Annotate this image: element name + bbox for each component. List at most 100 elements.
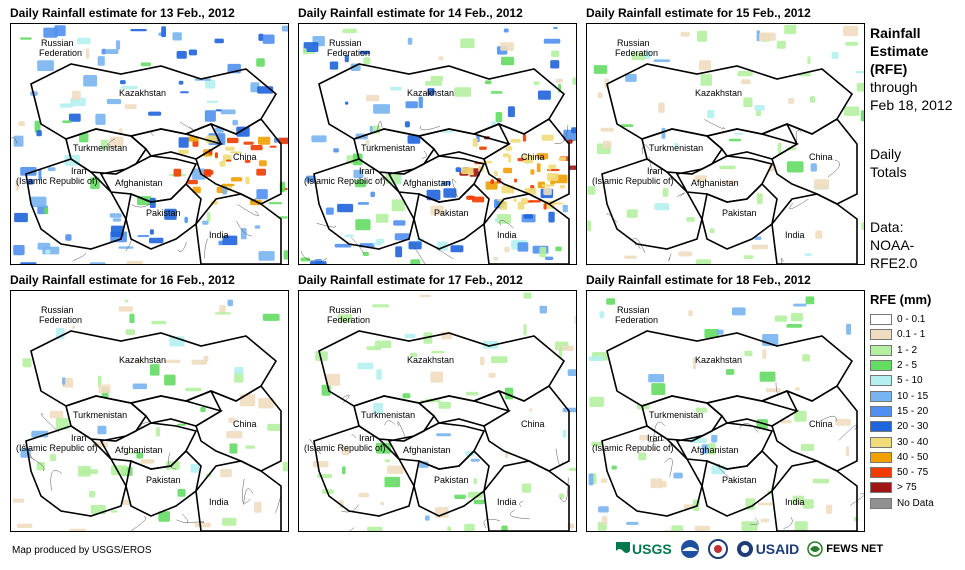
country-border — [417, 122, 511, 160]
rainfall-cell — [620, 124, 634, 127]
rainfall-cell — [203, 356, 209, 362]
rainfall-cell — [529, 200, 541, 203]
province-border — [436, 248, 454, 260]
rainfall-cell — [793, 303, 807, 307]
panel-title: Daily Rainfall estimate for 15 Feb., 201… — [586, 6, 811, 20]
rainfall-cell — [571, 127, 576, 134]
rainfall-cell — [221, 183, 235, 187]
legend-item: 0 - 0.1 — [870, 312, 934, 327]
rainfall-cell — [488, 372, 496, 378]
rainfall-cell — [85, 48, 90, 59]
country-label-india: India — [785, 497, 805, 507]
legend-item: 40 - 50 — [870, 450, 934, 465]
legend-label: 0 - 0.1 — [897, 314, 926, 326]
rainfall-cell — [523, 154, 534, 164]
country-label-pakistan: Pakistan — [434, 208, 469, 218]
rainfall-cell — [110, 510, 118, 513]
rainfall-cell — [663, 530, 675, 531]
country-border — [318, 63, 566, 140]
rainfall-cell — [744, 350, 753, 357]
rainfall-cell — [20, 167, 37, 176]
rainfall-cell — [125, 451, 137, 454]
legend-swatch — [870, 436, 892, 448]
rainfall-cell — [191, 359, 208, 365]
rainfall-cell — [278, 137, 288, 145]
rainfall-cell — [468, 195, 473, 199]
rainfall-cell — [177, 488, 186, 497]
rainfall-cell — [219, 161, 226, 167]
province-border — [309, 438, 322, 455]
rainfall-cell — [97, 425, 107, 435]
rainfall-cell — [780, 420, 792, 424]
legend-label: 50 - 75 — [897, 467, 929, 479]
rainfall-cell — [680, 31, 690, 37]
legend-swatch — [870, 497, 892, 509]
rainfall-cell — [804, 253, 812, 256]
country-label-russia: Russian — [41, 38, 74, 48]
province-border — [554, 125, 569, 145]
rainfall-cell — [228, 417, 236, 424]
country-border — [417, 389, 511, 427]
rainfall-cell — [546, 173, 559, 181]
legend-label: 2 - 5 — [897, 360, 918, 372]
country-border — [195, 460, 282, 531]
rainfall-cell — [588, 356, 604, 361]
rainfall-cell — [671, 525, 684, 531]
legend-item: 20 - 30 — [870, 419, 934, 434]
province-border — [384, 420, 396, 426]
rainfall-cell — [283, 250, 288, 260]
rainfall-cell — [759, 32, 776, 41]
rainfall-cell — [686, 217, 695, 222]
rainfall-cell — [256, 58, 265, 67]
rainfall-cell — [65, 234, 72, 241]
rainfall-cell — [719, 165, 736, 170]
rainfall-cell — [357, 202, 370, 205]
province-border — [781, 257, 784, 264]
country-border — [606, 63, 854, 140]
legend-label: 5 - 10 — [897, 375, 923, 387]
rainfall-cell — [101, 48, 106, 55]
usaid-seal-icon — [736, 541, 753, 557]
rainfall-cell — [365, 139, 370, 147]
rainfall-cell — [482, 160, 493, 164]
rainfall-cell — [59, 103, 74, 108]
province-border — [827, 159, 840, 178]
country-label-iran: (Islamic Republic of) — [592, 176, 674, 186]
rainfall-cell — [479, 146, 487, 150]
rainfall-cell — [704, 329, 720, 338]
rainfall-cell — [106, 99, 122, 105]
province-border — [125, 239, 132, 252]
rainfall-cell — [344, 54, 349, 63]
rainfall-cell — [545, 256, 554, 260]
rainfall-cell — [845, 446, 850, 457]
rainfall-cell — [404, 333, 416, 338]
rainfall-cell — [843, 106, 860, 116]
rainfall-cell — [530, 169, 535, 175]
rainfall-cell — [548, 211, 555, 223]
rainfall-cell — [148, 111, 162, 116]
country-label-russia: Federation — [39, 48, 82, 58]
rainfall-cell — [638, 452, 647, 461]
rainfall-cell — [741, 521, 758, 531]
country-label-russia: Russian — [617, 38, 650, 48]
country-label-russia: Russian — [329, 38, 362, 48]
rainfall-cell — [236, 126, 250, 137]
rainfall-cell — [89, 262, 106, 264]
country-label-iran: Iran — [647, 433, 663, 443]
rainfall-cell — [326, 207, 334, 215]
fewsnet-globe-icon — [807, 541, 823, 557]
rainfall-cell — [815, 230, 823, 239]
rainfall-cell — [631, 52, 646, 61]
rainfall-cell — [493, 256, 498, 261]
rainfall-cell — [112, 218, 122, 222]
rainfall-cell — [574, 315, 576, 324]
rainfall-cell — [588, 473, 594, 486]
rainfall-cell — [384, 459, 391, 463]
rainfall-cell — [176, 51, 187, 59]
rainfall-map: Russian Federation Kazakhstan Turkmenistan I… — [586, 290, 865, 532]
rainfall-cell — [214, 38, 224, 44]
country-label-china: China — [521, 419, 545, 429]
rainfall-cell — [18, 121, 25, 127]
rainfall-cell — [696, 259, 711, 264]
rainfall-cell — [393, 220, 406, 226]
